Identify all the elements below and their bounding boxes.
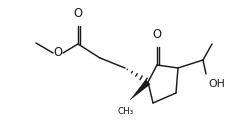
Text: O: O — [73, 7, 83, 20]
Polygon shape — [130, 80, 150, 100]
Text: CH₃: CH₃ — [118, 107, 134, 116]
Text: O: O — [53, 47, 62, 60]
Text: OH: OH — [208, 79, 225, 89]
Text: O: O — [153, 28, 162, 41]
